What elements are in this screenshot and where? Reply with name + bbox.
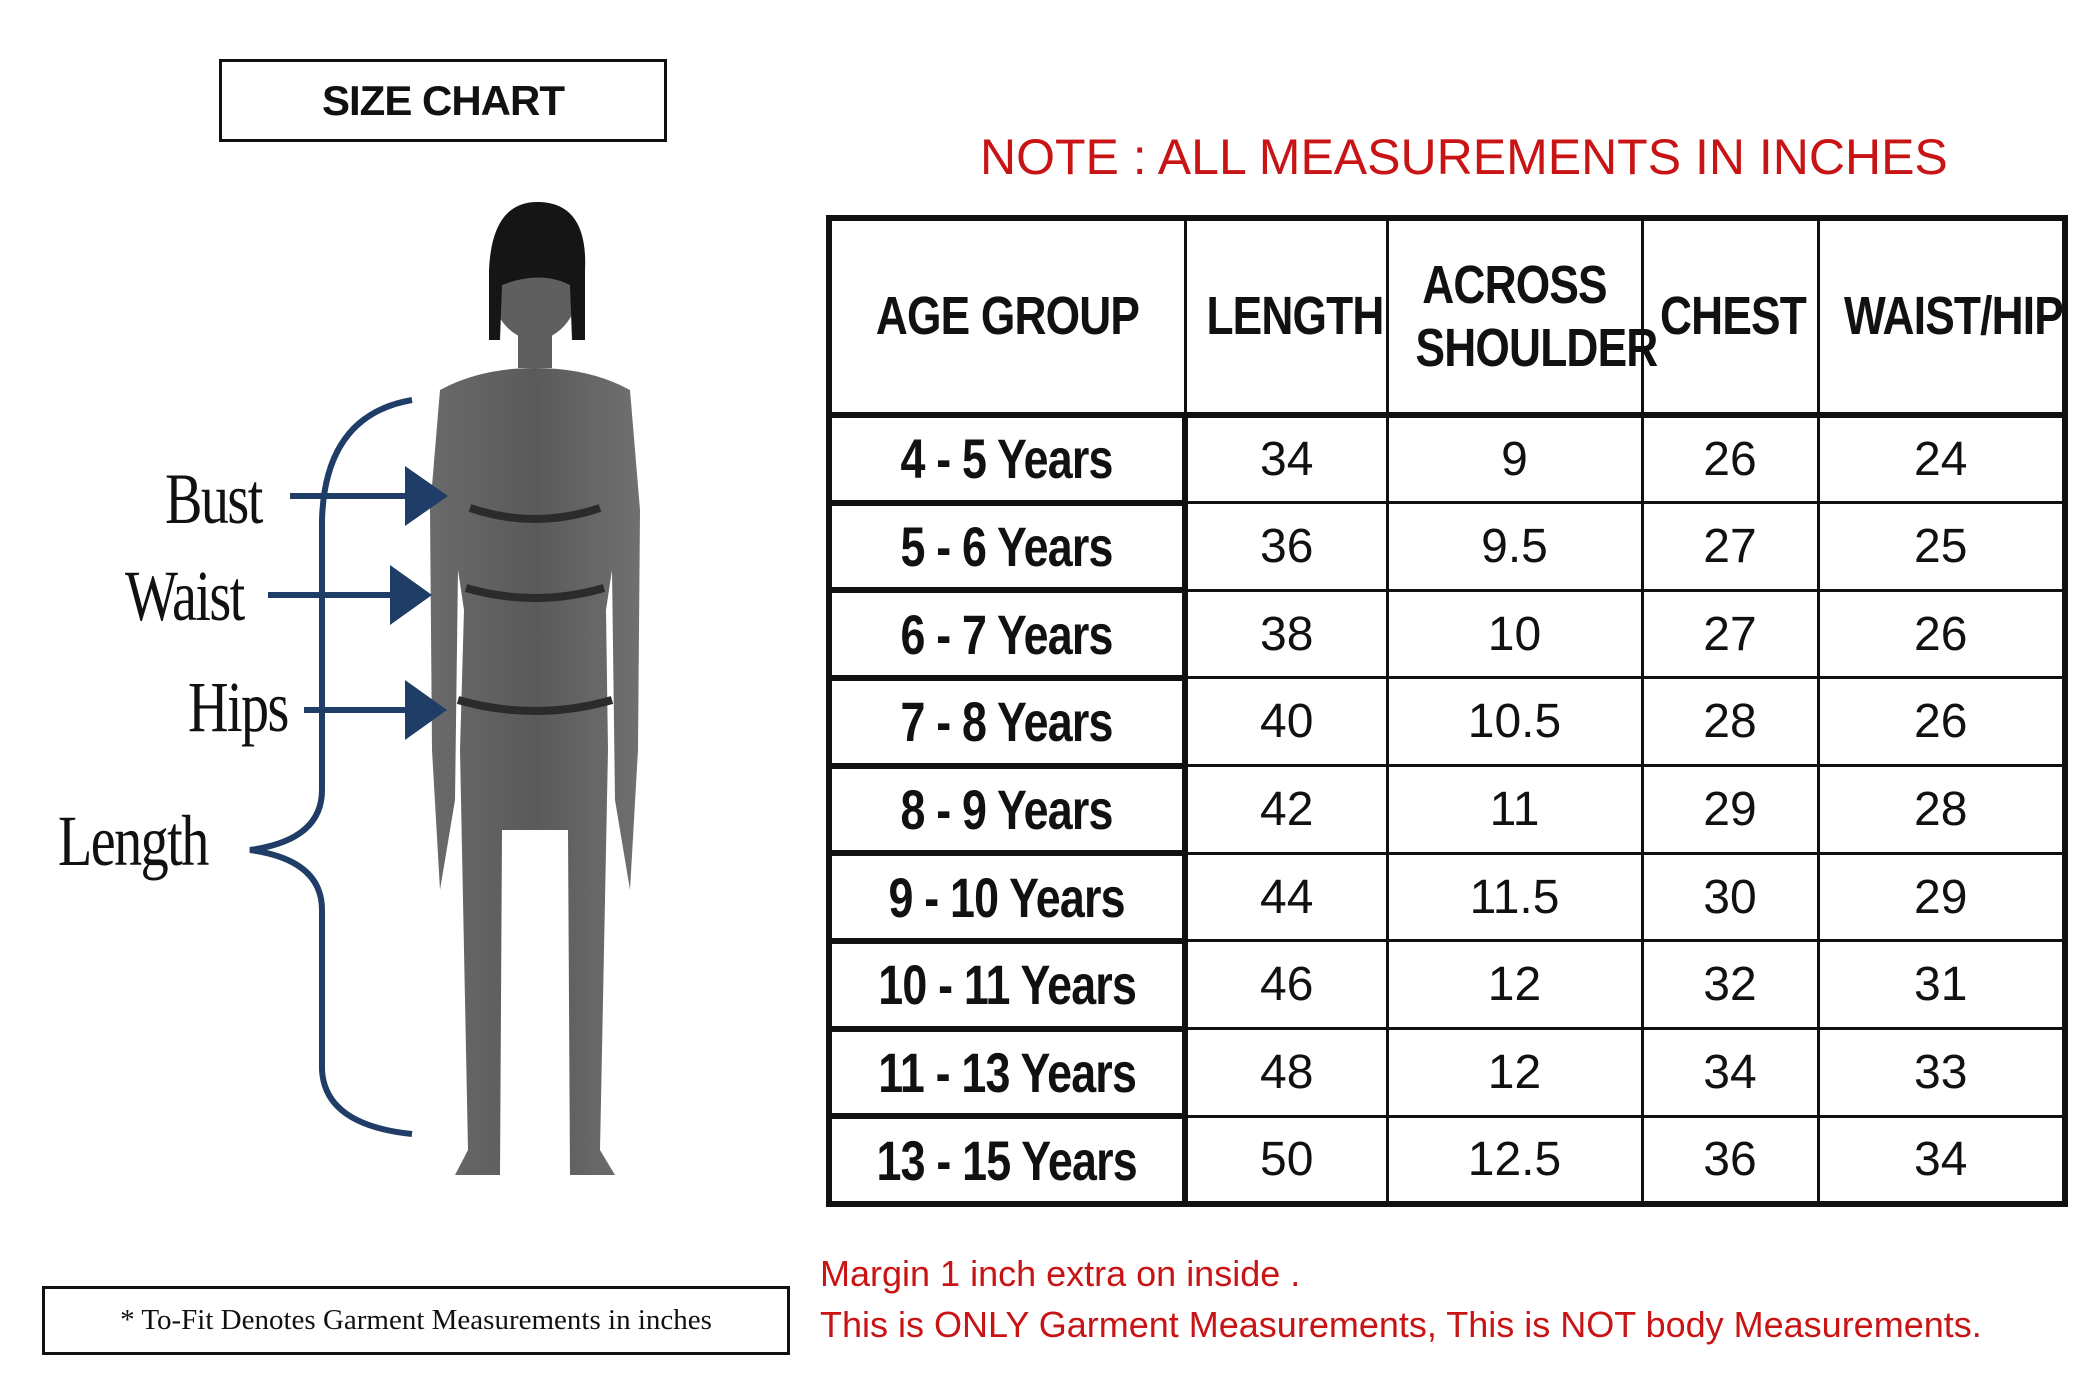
cell-across-shoulder: 10 bbox=[1385, 588, 1644, 680]
header-age-group: AGE GROUP bbox=[827, 216, 1187, 418]
cell-across-shoulder: 10.5 bbox=[1385, 676, 1644, 768]
table-row: 13 - 15 Years 50 12.5 36 34 bbox=[827, 1114, 2067, 1207]
cell-waist-hip: 29 bbox=[1816, 851, 2067, 943]
cell-length: 46 bbox=[1183, 939, 1389, 1031]
header-across-shoulder: ACROSS SHOULDER bbox=[1385, 216, 1658, 418]
table-row: 4 - 5 Years 34 9 26 24 bbox=[827, 413, 2067, 506]
table-row: 6 - 7 Years 38 10 27 26 bbox=[827, 588, 2067, 681]
table-row: 9 - 10 Years 44 11.5 30 29 bbox=[827, 851, 2067, 944]
cell-length: 42 bbox=[1183, 764, 1389, 855]
cell-chest: 28 bbox=[1640, 676, 1820, 768]
table-row: 8 - 9 Years 42 11 29 28 bbox=[827, 764, 2067, 857]
waist-label: Waist bbox=[125, 556, 245, 636]
cell-across-shoulder: 12 bbox=[1385, 939, 1644, 1031]
table-header-row: AGE GROUP LENGTH ACROSS SHOULDER CHEST WA… bbox=[827, 216, 2067, 418]
cell-age-group: 6 - 7 Years bbox=[827, 588, 1188, 681]
measurement-note: NOTE : ALL MEASUREMENTS IN INCHES bbox=[980, 129, 1948, 185]
footnote-box: * To-Fit Denotes Garment Measurements in… bbox=[42, 1286, 790, 1355]
cell-age-group: 13 - 15 Years bbox=[827, 1114, 1188, 1207]
cell-chest: 27 bbox=[1640, 588, 1820, 680]
cell-waist-hip: 31 bbox=[1816, 939, 2067, 1031]
size-chart-title: SIZE CHART bbox=[322, 76, 565, 124]
cell-waist-hip: 33 bbox=[1816, 1027, 2067, 1118]
header-length: LENGTH bbox=[1183, 216, 1389, 418]
size-chart-table: AGE GROUP LENGTH ACROSS SHOULDER CHEST WA… bbox=[826, 215, 2068, 1207]
cell-age-group: 5 - 6 Years bbox=[827, 501, 1188, 594]
cell-chest: 36 bbox=[1640, 1114, 1820, 1206]
cell-chest: 32 bbox=[1640, 939, 1820, 1031]
cell-length: 36 bbox=[1183, 501, 1389, 592]
cell-chest: 26 bbox=[1640, 413, 1820, 505]
cell-length: 50 bbox=[1183, 1114, 1389, 1206]
cell-across-shoulder: 11.5 bbox=[1385, 851, 1644, 943]
footnote-text: * To-Fit Denotes Garment Measurements in… bbox=[120, 1304, 712, 1336]
cell-age-group: 7 - 8 Years bbox=[827, 676, 1188, 769]
table-row: 11 - 13 Years 48 12 34 33 bbox=[827, 1027, 2067, 1120]
cell-waist-hip: 24 bbox=[1816, 413, 2067, 505]
table-row: 10 - 11 Years 46 12 32 31 bbox=[827, 939, 2067, 1032]
silhouette-body bbox=[430, 368, 640, 1175]
size-chart-title-box: SIZE CHART bbox=[219, 59, 667, 142]
cell-age-group: 11 - 13 Years bbox=[827, 1027, 1188, 1120]
cell-chest: 27 bbox=[1640, 501, 1820, 592]
hips-label: Hips bbox=[188, 667, 289, 747]
cell-chest: 30 bbox=[1640, 851, 1820, 943]
cell-waist-hip: 26 bbox=[1816, 676, 2067, 768]
waist-arrow bbox=[268, 565, 432, 625]
cell-length: 44 bbox=[1183, 851, 1389, 943]
silhouette-head bbox=[489, 201, 586, 368]
cell-across-shoulder: 11 bbox=[1385, 764, 1644, 855]
table-row: 5 - 6 Years 36 9.5 27 25 bbox=[827, 501, 2067, 594]
cell-age-group: 8 - 9 Years bbox=[827, 764, 1188, 857]
header-waist-hip: WAIST/HIP bbox=[1816, 216, 2067, 418]
cell-waist-hip: 28 bbox=[1816, 764, 2067, 855]
cell-across-shoulder: 9 bbox=[1385, 413, 1644, 505]
cell-length: 38 bbox=[1183, 588, 1389, 680]
cell-age-group: 4 - 5 Years bbox=[827, 413, 1188, 506]
body-measurement-figure: Bust Waist Hips Length bbox=[40, 190, 660, 1210]
cell-waist-hip: 25 bbox=[1816, 501, 2067, 592]
garment-remark: This is ONLY Garment Measurements, This … bbox=[820, 1304, 1982, 1345]
length-bracket bbox=[249, 397, 413, 1137]
cell-across-shoulder: 12 bbox=[1385, 1027, 1644, 1118]
header-chest: CHEST bbox=[1640, 216, 1820, 418]
cell-waist-hip: 26 bbox=[1816, 588, 2067, 680]
margin-remark: Margin 1 inch extra on inside . bbox=[820, 1253, 1301, 1294]
bust-label: Bust bbox=[165, 459, 263, 539]
cell-length: 40 bbox=[1183, 676, 1389, 768]
cell-length: 48 bbox=[1183, 1027, 1389, 1118]
cell-chest: 34 bbox=[1640, 1027, 1820, 1118]
bust-arrow bbox=[290, 466, 448, 526]
length-label: Length bbox=[58, 801, 209, 881]
cell-length: 34 bbox=[1183, 413, 1389, 505]
body-silhouette-illustration bbox=[249, 201, 640, 1175]
cell-chest: 29 bbox=[1640, 764, 1820, 855]
measurement-bands bbox=[456, 504, 614, 715]
cell-age-group: 9 - 10 Years bbox=[827, 851, 1188, 944]
cell-waist-hip: 34 bbox=[1816, 1114, 2067, 1206]
cell-across-shoulder: 9.5 bbox=[1385, 501, 1644, 592]
cell-across-shoulder: 12.5 bbox=[1385, 1114, 1644, 1206]
table-row: 7 - 8 Years 40 10.5 28 26 bbox=[827, 676, 2067, 769]
hips-arrow bbox=[304, 680, 447, 740]
cell-age-group: 10 - 11 Years bbox=[827, 939, 1188, 1032]
